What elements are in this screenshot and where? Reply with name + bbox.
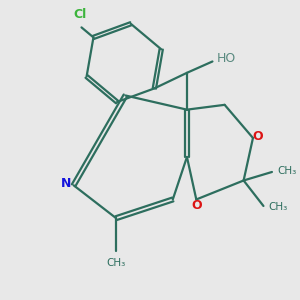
Text: CH₃: CH₃ xyxy=(106,257,126,268)
Text: HO: HO xyxy=(217,52,236,65)
Text: N: N xyxy=(61,177,71,190)
Text: CH₃: CH₃ xyxy=(277,166,296,176)
Text: O: O xyxy=(253,130,263,143)
Text: CH₃: CH₃ xyxy=(268,202,288,212)
Text: O: O xyxy=(191,199,202,212)
Text: Cl: Cl xyxy=(74,8,87,21)
